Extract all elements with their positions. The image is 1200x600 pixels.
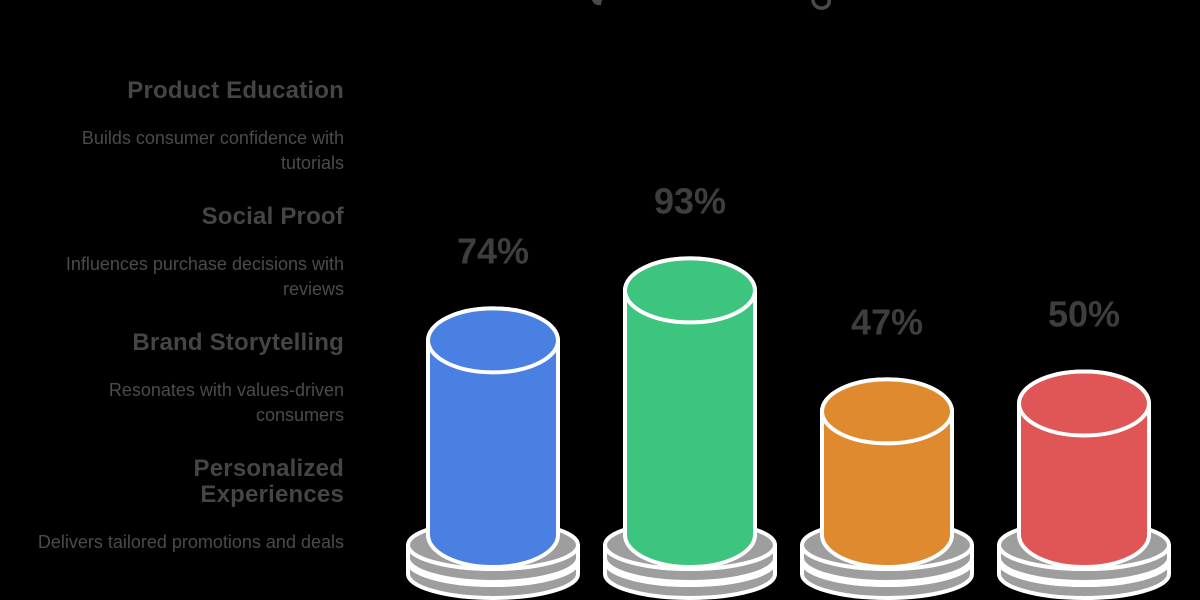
category-description: Builds consumer confidence with tutorial… [81, 128, 344, 173]
cylinder-top [820, 377, 954, 446]
category-description: Resonates with values-driven consumers [108, 380, 344, 425]
cylinder-top [623, 256, 757, 325]
cylinder-bar: 93% [603, 180, 777, 600]
category-description: Influences purchase decisions with revie… [65, 254, 344, 299]
clipped-title-descender [811, 0, 831, 10]
cylinder-top [426, 306, 560, 375]
category-title: Social Proof [201, 203, 344, 230]
category-title: Personalized Experiences [193, 455, 344, 508]
clipped-title-descender [592, 0, 602, 6]
category-label-panel: Product Education Builds consumer confid… [32, 78, 344, 583]
cylinder-bar: 74% [406, 230, 580, 600]
cylinder-bar: 47% [800, 301, 974, 600]
category-section: Personalized Experiences Delivers tailor… [32, 456, 344, 555]
value-label: 74% [457, 230, 529, 271]
value-label: 47% [851, 301, 923, 342]
category-title: Brand Storytelling [132, 329, 344, 356]
value-label: 50% [1048, 294, 1120, 335]
clipped-title-fragments [592, 0, 831, 10]
category-section: Brand Storytelling Resonates with values… [32, 330, 344, 428]
category-description: Delivers tailored promotions and deals [37, 532, 344, 552]
category-section: Product Education Builds consumer confid… [32, 78, 344, 176]
value-label: 93% [654, 180, 726, 221]
cylinder-bar: 50% [997, 294, 1171, 600]
category-title: Product Education [127, 77, 344, 104]
category-section: Social Proof Influences purchase decisio… [32, 204, 344, 302]
cylinder-top [1017, 369, 1151, 438]
